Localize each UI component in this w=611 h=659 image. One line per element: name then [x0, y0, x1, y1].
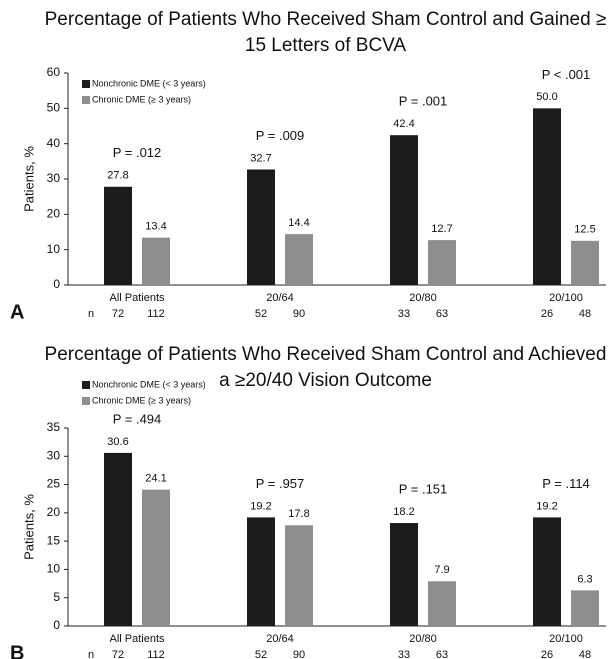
bar — [428, 240, 456, 285]
bar — [142, 237, 170, 285]
n-value: 112 — [147, 649, 165, 659]
x-tick-label: 20/80 — [409, 633, 437, 645]
n-label: n — [88, 308, 94, 320]
n-value: 52 — [255, 649, 267, 659]
legend-label: Nonchronic DME (< 3 years) — [92, 379, 206, 389]
n-value: 63 — [436, 649, 448, 659]
annotation: P = .114 — [542, 476, 590, 491]
y-tick-label: 60 — [47, 65, 61, 79]
y-axis-label: Patients, % — [21, 494, 36, 560]
bar — [571, 240, 599, 285]
annotation: P = .012 — [113, 145, 162, 160]
x-tick-label: All Patients — [109, 633, 165, 645]
value-label: 32.7 — [250, 152, 271, 164]
y-tick-label: 35 — [47, 420, 61, 434]
y-tick-label: 5 — [53, 590, 60, 604]
legend-swatch — [82, 96, 90, 104]
x-tick-label: 20/100 — [549, 292, 583, 304]
bar — [247, 169, 275, 285]
x-tick-label: 20/64 — [266, 633, 294, 645]
annotation: P = .009 — [256, 128, 305, 143]
x-tick-label: 20/80 — [409, 292, 437, 304]
value-label: 30.6 — [107, 436, 128, 448]
bar — [247, 517, 275, 626]
bar — [142, 489, 170, 626]
annotation: P = .151 — [399, 481, 448, 496]
legend-label: Chronic DME (≥ 3 years) — [92, 94, 191, 104]
chart-title: Percentage of Patients Who Received Sham… — [44, 9, 607, 56]
n-value: 72 — [112, 649, 124, 659]
y-tick-label: 10 — [47, 242, 61, 256]
annotation: P < .001 — [542, 67, 591, 82]
y-tick-label: 0 — [53, 618, 60, 632]
y-axis-label: Patients, % — [21, 146, 36, 212]
y-tick-label: 15 — [47, 533, 61, 547]
bar — [533, 108, 561, 285]
n-value: 26 — [541, 649, 553, 659]
y-tick-label: 40 — [47, 136, 61, 150]
value-label: 6.3 — [577, 573, 592, 585]
y-tick-label: 0 — [53, 277, 60, 291]
legend-swatch — [82, 80, 90, 88]
y-tick-label: 10 — [47, 562, 61, 576]
n-value: 72 — [112, 308, 124, 320]
bar — [390, 135, 418, 285]
bar — [390, 523, 418, 626]
x-tick-label: All Patients — [109, 292, 165, 304]
value-label: 13.4 — [145, 221, 166, 233]
x-tick-label: 20/64 — [266, 292, 294, 304]
n-value: 48 — [579, 308, 591, 320]
panel-letter: A — [10, 301, 24, 323]
n-value: 26 — [541, 308, 553, 320]
n-value: 112 — [147, 308, 165, 320]
bar — [104, 186, 132, 285]
value-label: 19.2 — [250, 500, 271, 512]
panel-letter: B — [10, 642, 24, 659]
bar — [285, 234, 313, 285]
n-label: n — [88, 649, 94, 659]
x-tick-label: 20/100 — [549, 633, 583, 645]
value-label: 50.0 — [536, 91, 557, 103]
n-value: 33 — [398, 308, 410, 320]
legend-swatch — [82, 381, 90, 389]
value-label: 18.2 — [393, 506, 414, 518]
n-value: 48 — [579, 649, 591, 659]
bar — [428, 581, 456, 626]
y-tick-label: 50 — [47, 101, 61, 115]
bar — [104, 452, 132, 626]
y-tick-label: 20 — [47, 505, 61, 519]
n-value: 90 — [293, 308, 305, 320]
y-tick-label: 30 — [47, 171, 61, 185]
value-label: 19.2 — [536, 500, 557, 512]
legend-swatch — [82, 397, 90, 405]
value-label: 24.1 — [145, 473, 166, 485]
annotation: P = .001 — [399, 94, 448, 109]
value-label: 27.8 — [107, 170, 128, 182]
chart-title: Percentage of Patients Who Received Sham… — [44, 344, 607, 391]
n-value: 33 — [398, 649, 410, 659]
bar — [571, 590, 599, 626]
n-value: 90 — [293, 649, 305, 659]
annotation: P = .494 — [113, 411, 162, 426]
y-tick-label: 30 — [47, 448, 61, 462]
legend-label: Chronic DME (≥ 3 years) — [92, 395, 191, 405]
y-tick-label: 20 — [47, 207, 61, 221]
bar — [533, 517, 561, 626]
annotation: P = .957 — [256, 476, 305, 491]
legend-label: Nonchronic DME (< 3 years) — [92, 78, 206, 88]
value-label: 12.5 — [574, 224, 595, 236]
value-label: 7.9 — [434, 564, 449, 576]
value-label: 12.7 — [431, 223, 452, 235]
value-label: 42.4 — [393, 118, 414, 130]
value-label: 17.8 — [288, 508, 309, 520]
y-tick-label: 25 — [47, 477, 61, 491]
value-label: 14.4 — [288, 217, 309, 229]
n-value: 63 — [436, 308, 448, 320]
bar — [285, 525, 313, 626]
n-value: 52 — [255, 308, 267, 320]
